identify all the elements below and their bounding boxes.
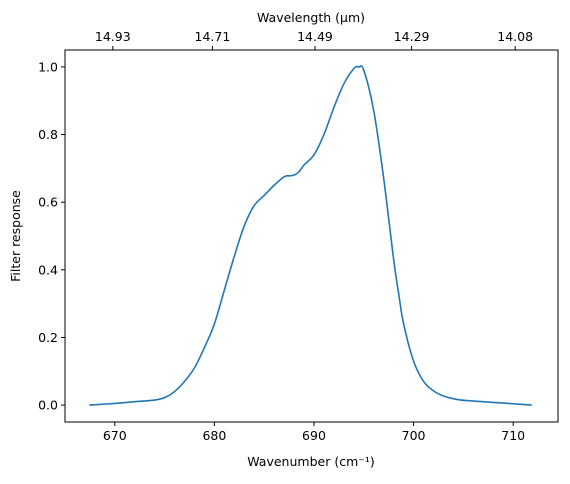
top-x-tick-label: 14.08 <box>497 29 533 44</box>
x-tick-label: 700 <box>402 428 426 443</box>
plot-content <box>89 65 532 406</box>
x-tick-label: 670 <box>103 428 127 443</box>
x-axis-label: Wavenumber (cm⁻¹) <box>247 454 374 469</box>
y-tick-label: 1.0 <box>38 59 58 74</box>
x-tick-label: 710 <box>501 428 525 443</box>
x-tick-label: 680 <box>202 428 226 443</box>
plot-frame <box>64 49 559 423</box>
top-x-tick-label: 14.49 <box>297 29 333 44</box>
y-tick-label: 0.2 <box>38 330 58 345</box>
ticks-layer: 670 680 690 700 710 0.0 0.2 0.4 0.6 0.8 1.0 14.93 14… <box>38 29 533 443</box>
y-tick-label: 0.0 <box>38 398 58 413</box>
series-line <box>89 65 532 406</box>
x-tick-label: 690 <box>302 428 326 443</box>
top-x-tick-label: 14.29 <box>394 29 430 44</box>
top-x-tick-label: 14.93 <box>95 29 131 44</box>
y-tick-label: 0.4 <box>38 262 58 277</box>
top-x-axis-label: Wavelength (μm) <box>257 10 365 25</box>
y-axis-label: Filter response <box>8 190 23 282</box>
y-tick-label: 0.6 <box>38 195 58 210</box>
y-tick-label: 0.8 <box>38 127 58 142</box>
top-x-tick-label: 14.71 <box>195 29 231 44</box>
plot-area <box>65 50 558 422</box>
